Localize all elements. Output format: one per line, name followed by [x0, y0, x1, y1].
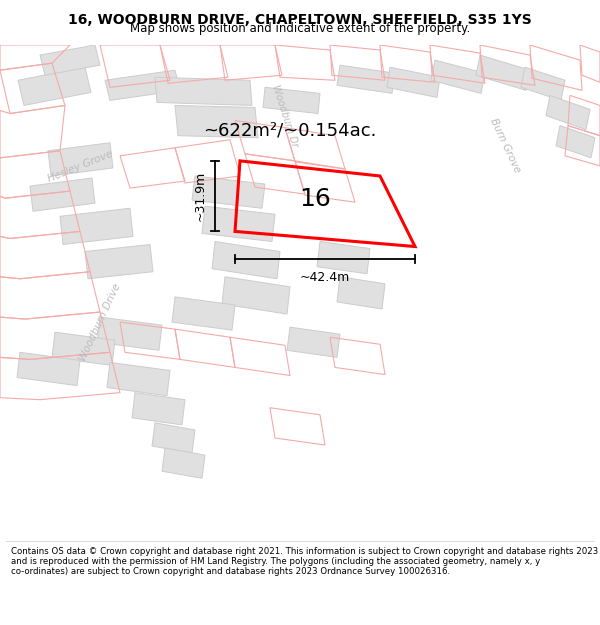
Polygon shape	[132, 392, 185, 425]
Polygon shape	[476, 55, 530, 91]
Text: ~42.4m: ~42.4m	[300, 271, 350, 284]
Polygon shape	[222, 277, 290, 314]
Text: Woodburn Dr: Woodburn Dr	[270, 83, 300, 148]
Polygon shape	[97, 317, 162, 351]
Polygon shape	[175, 106, 258, 138]
Text: 16, WOODBURN DRIVE, CHAPELTOWN, SHEFFIELD, S35 1YS: 16, WOODBURN DRIVE, CHAPELTOWN, SHEFFIEL…	[68, 12, 532, 27]
Text: Contains OS data © Crown copyright and database right 2021. This information is : Contains OS data © Crown copyright and d…	[11, 546, 598, 576]
Polygon shape	[17, 352, 80, 386]
Polygon shape	[172, 297, 235, 330]
Polygon shape	[202, 206, 275, 241]
Polygon shape	[287, 327, 340, 357]
Polygon shape	[431, 60, 485, 93]
Polygon shape	[60, 208, 133, 244]
Polygon shape	[212, 241, 280, 279]
Polygon shape	[521, 67, 565, 101]
Polygon shape	[107, 362, 170, 396]
Text: ~31.9m: ~31.9m	[194, 171, 207, 221]
Polygon shape	[337, 65, 395, 93]
Polygon shape	[155, 78, 252, 106]
Polygon shape	[40, 45, 100, 75]
Polygon shape	[18, 67, 91, 106]
Polygon shape	[263, 88, 320, 114]
Polygon shape	[387, 67, 440, 98]
Polygon shape	[162, 448, 205, 478]
Text: Woodburn Drive: Woodburn Drive	[77, 282, 122, 362]
Polygon shape	[105, 70, 180, 101]
Polygon shape	[152, 423, 195, 453]
Polygon shape	[556, 126, 595, 158]
Polygon shape	[337, 277, 385, 309]
Polygon shape	[317, 241, 370, 274]
Polygon shape	[48, 142, 113, 176]
Text: Map shows position and indicative extent of the property.: Map shows position and indicative extent…	[130, 22, 470, 35]
Text: Hesley Grove: Hesley Grove	[46, 148, 114, 184]
Text: ~622m²/~0.154ac.: ~622m²/~0.154ac.	[203, 122, 377, 139]
Text: Burn Grove: Burn Grove	[488, 117, 522, 174]
Polygon shape	[546, 96, 590, 129]
Polygon shape	[192, 176, 265, 208]
Text: 16: 16	[299, 187, 331, 211]
Polygon shape	[30, 178, 95, 211]
Polygon shape	[52, 332, 115, 366]
Polygon shape	[85, 244, 153, 279]
